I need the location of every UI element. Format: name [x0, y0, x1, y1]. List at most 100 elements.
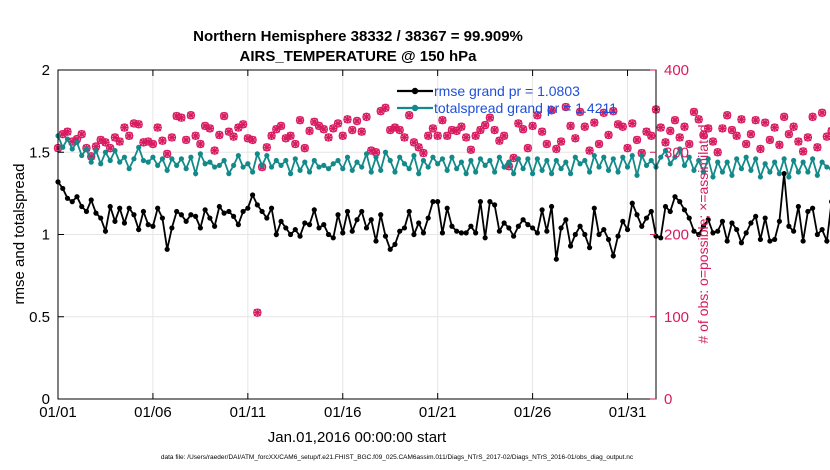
rmse-point [435, 199, 441, 205]
totalspread-point [482, 162, 488, 169]
obs-assimilated-point [319, 125, 328, 134]
obs-assimilated-point [457, 122, 466, 131]
obs-assimilated-point [462, 133, 470, 142]
rmse-point [539, 207, 545, 213]
obs-assimilated-point [500, 132, 508, 140]
y-tick-label: 1.5 [29, 144, 50, 161]
rmse-point [316, 225, 322, 231]
totalspread-point [368, 169, 374, 175]
totalspread-point [620, 154, 626, 160]
totalspread-point [743, 154, 749, 160]
totalspread-point [406, 166, 412, 172]
obs-assimilated-point [115, 137, 124, 146]
totalspread-point [615, 169, 621, 175]
totalspread-point [121, 154, 128, 160]
totalspread-point [98, 161, 104, 167]
rmse-point [772, 236, 778, 243]
obs-assimilated-point [827, 127, 830, 135]
obs-assimilated-point [467, 145, 475, 154]
totalspread-point [93, 148, 99, 154]
rmse-point [610, 253, 616, 259]
totalspread-point [136, 144, 142, 150]
rmse-point [477, 199, 483, 205]
obs-assimilated-point [267, 132, 276, 140]
rmse-point [202, 207, 208, 213]
totalspread-point [772, 159, 778, 165]
x-tick-label: 01/21 [419, 404, 457, 421]
rmse-point [136, 226, 142, 233]
obs-assimilated-point [158, 136, 167, 145]
totalspread-point [378, 167, 384, 173]
totalspread-point [131, 156, 137, 162]
legend-marker-totalspread [411, 104, 419, 112]
totalspread-point [382, 149, 389, 155]
rmse-point [620, 218, 626, 224]
rmse-point [776, 218, 782, 224]
rmse-point [705, 217, 711, 223]
totalspread-point [83, 146, 90, 152]
rmse-point [79, 203, 85, 210]
totalspread-point [354, 159, 360, 165]
totalspread-point [221, 157, 227, 164]
obs-assimilated-point [376, 107, 385, 115]
rmse-point [672, 194, 678, 200]
totalspread-point [696, 157, 702, 164]
rmse-point [121, 220, 128, 226]
totalspread-point [321, 162, 327, 169]
totalspread-point [335, 157, 341, 164]
obs-assimilated-point [130, 119, 138, 128]
totalspread-point [174, 162, 180, 169]
rmse-point [216, 203, 222, 210]
rmse-point [131, 212, 137, 218]
rmse-point [634, 212, 640, 218]
totalspread-point [164, 167, 170, 173]
totalspread-point [60, 144, 66, 150]
totalspread-point [69, 146, 75, 152]
obs-assimilated-point [400, 133, 409, 142]
totalspread-point [624, 164, 631, 170]
totalspread-point [530, 171, 536, 177]
rmse-point [463, 230, 469, 236]
totalspread-point [444, 167, 450, 173]
rmse-point [658, 235, 664, 241]
rmse-point [406, 208, 412, 215]
legend: rmse grand pr = 1.0803 totalspread grand… [397, 83, 617, 116]
rmse-point [387, 246, 393, 252]
obs-assimilated-point [182, 136, 190, 144]
totalspread-point [183, 166, 189, 172]
rmse-point [444, 205, 450, 211]
rmse-point [805, 208, 811, 215]
rmse-point [335, 212, 341, 218]
rmse-point [183, 218, 189, 224]
rmse-point [240, 208, 246, 215]
obs-assimilated-point [704, 124, 713, 133]
totalspread-point [435, 161, 441, 167]
totalspread-point [349, 167, 355, 173]
obs-assimilated-point [486, 113, 494, 122]
y-axis-label: rmse and totalspread [11, 164, 28, 305]
obs-assimilated-point [111, 133, 119, 142]
totalspread-point [283, 157, 289, 164]
obs-assimilated-point [756, 145, 765, 153]
totalspread-point [596, 164, 602, 170]
obs-assimilated-point [519, 125, 527, 134]
totalspread-point [610, 156, 616, 162]
rmse-point [667, 208, 673, 215]
totalspread-point [534, 156, 540, 162]
totalspread-point [691, 167, 697, 173]
obs-assimilated-point [538, 127, 546, 136]
rmse-point [302, 220, 308, 226]
totalspread-point [572, 154, 578, 160]
obs-assimilated-point [481, 121, 489, 129]
totalspread-point [511, 171, 517, 177]
rmse-point [226, 208, 232, 215]
rmse-point [107, 203, 113, 210]
obs-assimilated-point [661, 138, 670, 147]
rmse-point [544, 228, 550, 234]
obs-assimilated-point [338, 132, 347, 140]
totalspread-point [449, 154, 455, 160]
legend-marker-rmse [411, 87, 419, 95]
rmse-point [420, 230, 427, 236]
totalspread-point [724, 159, 730, 165]
rmse-point [397, 228, 403, 234]
